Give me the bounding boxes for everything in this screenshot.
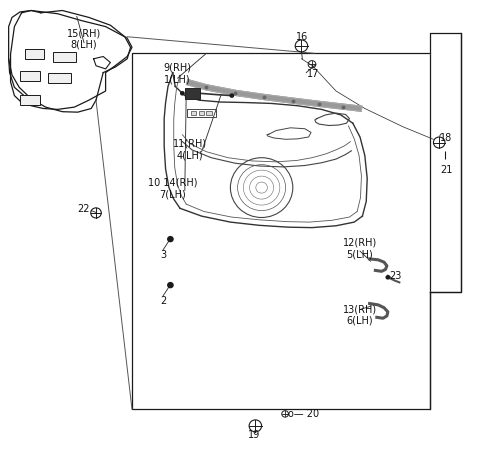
Text: 11(RH)
4(LH): 11(RH) 4(LH) xyxy=(172,139,207,160)
Text: 23: 23 xyxy=(389,270,401,280)
Text: 17: 17 xyxy=(307,68,320,78)
Text: 13(RH)
6(LH): 13(RH) 6(LH) xyxy=(343,304,377,325)
Circle shape xyxy=(385,275,390,280)
Text: 21: 21 xyxy=(440,165,453,175)
Bar xyxy=(199,112,204,116)
Text: 16: 16 xyxy=(296,32,309,42)
Text: 12(RH)
5(LH): 12(RH) 5(LH) xyxy=(343,237,377,258)
Circle shape xyxy=(167,282,174,289)
Bar xyxy=(206,112,212,116)
Text: 18: 18 xyxy=(440,133,453,143)
Bar xyxy=(191,112,196,116)
Bar xyxy=(132,54,430,409)
FancyBboxPatch shape xyxy=(25,50,44,60)
Text: 19: 19 xyxy=(248,429,261,439)
Text: 3: 3 xyxy=(160,250,166,260)
Circle shape xyxy=(229,94,234,99)
Text: 15(RH)
8(LH): 15(RH) 8(LH) xyxy=(67,28,101,50)
FancyBboxPatch shape xyxy=(20,72,40,82)
FancyBboxPatch shape xyxy=(53,53,76,63)
Circle shape xyxy=(180,92,185,96)
Text: 9(RH)
1(LH): 9(RH) 1(LH) xyxy=(164,63,192,84)
Circle shape xyxy=(167,236,174,243)
FancyBboxPatch shape xyxy=(48,73,71,84)
Text: 10 14(RH)
7(LH): 10 14(RH) 7(LH) xyxy=(148,178,198,199)
Bar xyxy=(185,89,200,100)
FancyBboxPatch shape xyxy=(20,95,40,106)
Text: o— 20: o— 20 xyxy=(288,408,319,418)
Text: 22: 22 xyxy=(78,204,90,214)
Text: 2: 2 xyxy=(160,296,167,306)
